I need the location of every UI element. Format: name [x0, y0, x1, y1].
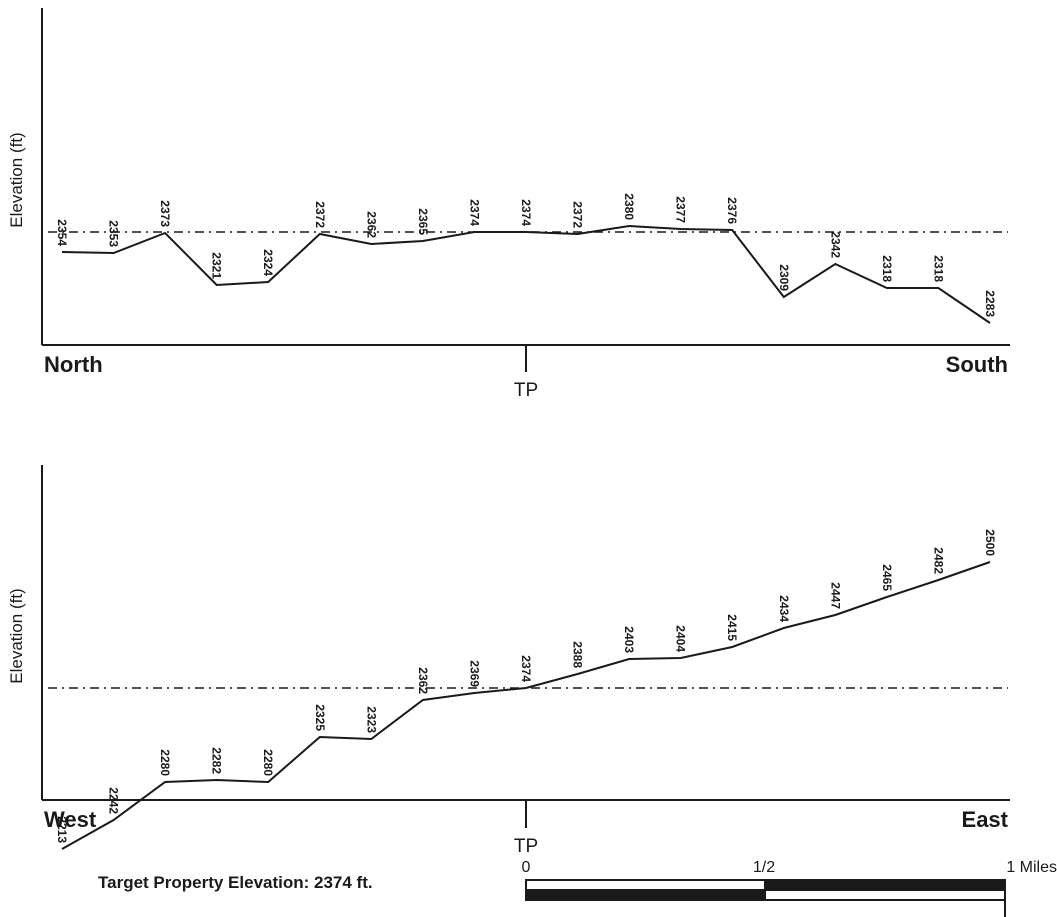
- elevation-point-label: 2373: [158, 200, 172, 227]
- elevation-point-label: 2353: [107, 220, 121, 247]
- point-labels: 2354 2353 2373 2321 2324 2372 2362 2365 2374 2374…: [55, 193, 997, 317]
- elevation-point-label: 2377: [674, 196, 688, 223]
- elevation-point-label: 2372: [313, 201, 327, 228]
- elevation-point-label: 2372: [571, 201, 585, 228]
- panel-north-south: Elevation (ft) North South TP 2354 235323…: [7, 8, 1010, 401]
- scale-bar-upper-left: [525, 879, 766, 891]
- elevation-point-label: 2380: [622, 193, 636, 220]
- scale-bar: 0 1/2 1 Miles: [522, 859, 1057, 917]
- elevation-point-label: 2325: [313, 704, 327, 731]
- elevation-point-label: 2280: [261, 749, 275, 776]
- scale-label-one-mile: 1 Miles: [1006, 859, 1057, 876]
- elevation-point-label: 2318: [931, 255, 945, 282]
- tp-label: TP: [514, 380, 538, 401]
- scale-label-zero: 0: [522, 859, 531, 876]
- right-direction-label: South: [946, 352, 1008, 377]
- elevation-point-label: 2354: [55, 219, 69, 246]
- left-direction-label: North: [44, 352, 103, 377]
- elevation-point-label: 2434: [777, 595, 791, 622]
- elevation-point-label: 2365: [416, 208, 430, 235]
- elevation-point-label: 2323: [364, 706, 378, 733]
- elevation-point-label: 2447: [828, 582, 842, 609]
- right-direction-label: East: [962, 807, 1009, 832]
- elevation-point-label: 2280: [158, 749, 172, 776]
- elevation-point-label: 2374: [467, 199, 481, 226]
- point-labels: 2213 2242 2280 2282 2280 2325 2323 2362 2369 2374…: [55, 529, 997, 843]
- tp-label: TP: [514, 836, 538, 857]
- elevation-point-label: 2213: [55, 816, 69, 843]
- elevation-point-label: 2465: [880, 564, 894, 591]
- elevation-point-label: 2242: [107, 787, 121, 814]
- target-elevation-text: Target Property Elevation: 2374 ft.: [98, 873, 373, 892]
- panel-west-east: Elevation (ft) West East TP 2213 2242 2280…: [7, 465, 1010, 857]
- y-axis-label: Elevation (ft): [7, 588, 26, 683]
- y-axis-label: Elevation (ft): [7, 132, 26, 227]
- elevation-point-label: 2403: [622, 626, 636, 653]
- elevation-point-label: 2376: [725, 197, 739, 224]
- elevation-point-label: 2374: [519, 655, 533, 682]
- elevation-point-label: 2404: [674, 625, 688, 652]
- elevation-point-label: 2388: [571, 641, 585, 668]
- elevation-point-label: 2283: [983, 290, 997, 317]
- elevation-point-label: 2482: [931, 547, 945, 574]
- elevation-point-label: 2369: [467, 660, 481, 687]
- elevation-point-label: 2282: [210, 747, 224, 774]
- elevation-point-label: 2374: [519, 199, 533, 226]
- left-direction-label: West: [44, 807, 97, 832]
- profile-line: [61, 224, 991, 324]
- elevation-point-label: 2500: [983, 529, 997, 556]
- elevation-point-label: 2415: [725, 614, 739, 641]
- scale-bar-upper-right: [764, 879, 1006, 891]
- elevation-point-label: 2362: [364, 211, 378, 238]
- elevation-point-label: 2362: [416, 667, 430, 694]
- scale-bar-lower-left: [525, 889, 766, 901]
- scale-bar-lower-right: [764, 889, 1006, 901]
- elevation-point-label: 2318: [880, 255, 894, 282]
- elevation-point-label: 2321: [210, 252, 224, 279]
- scale-label-half: 1/2: [753, 859, 775, 876]
- elevation-point-label: 2324: [261, 249, 275, 276]
- profile-line: [61, 561, 991, 850]
- elevation-point-label: 2342: [828, 231, 842, 258]
- elevation-point-label: 2309: [777, 264, 791, 291]
